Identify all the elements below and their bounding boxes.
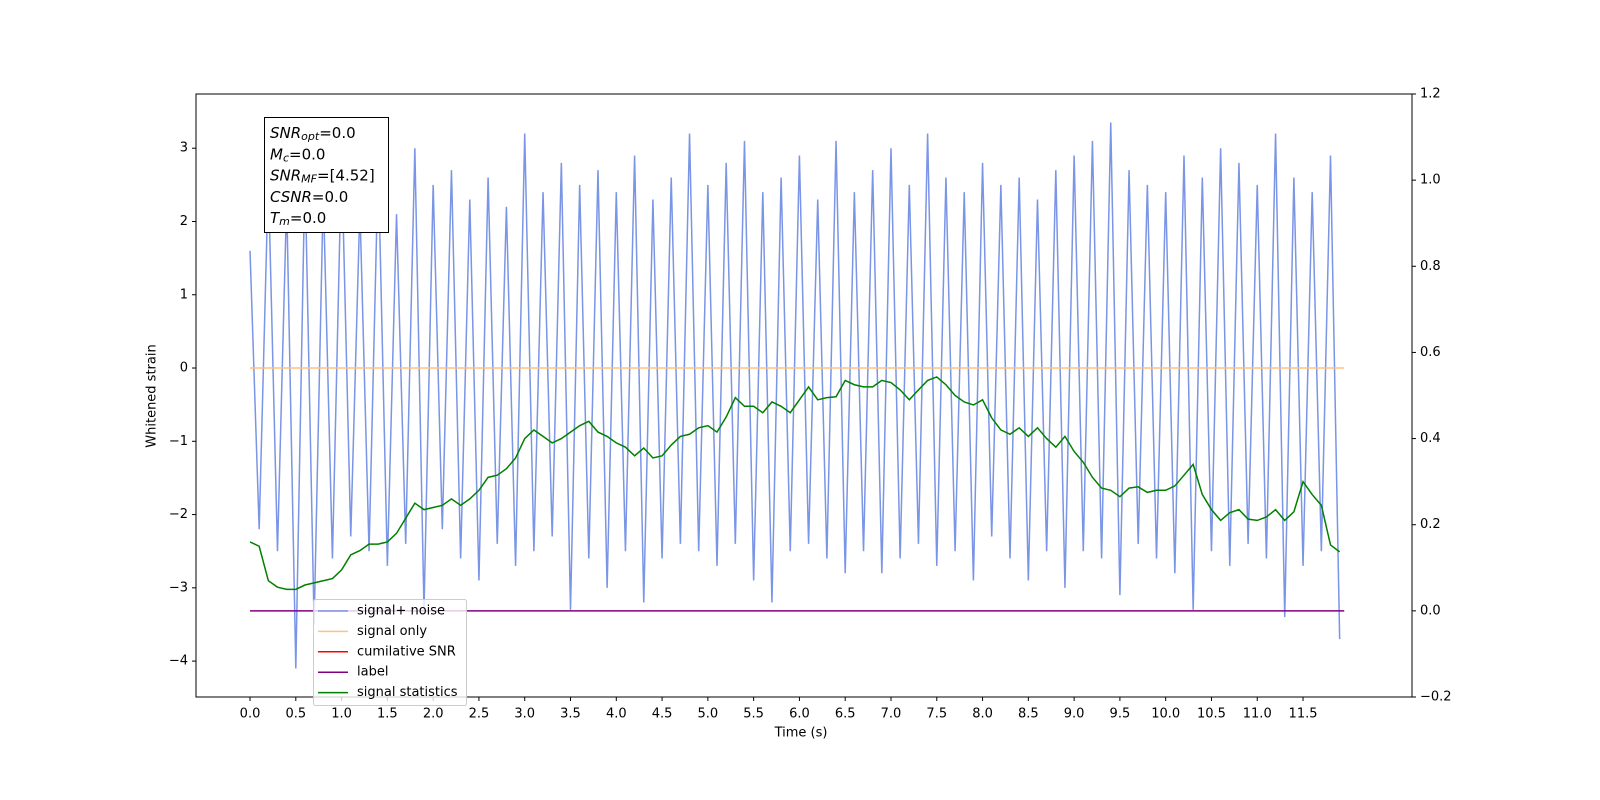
- x-tick-label: 10.5: [1197, 707, 1226, 722]
- x-tick-label: 11.0: [1243, 707, 1272, 722]
- annotation-line: SNRopt=0.0: [270, 124, 356, 144]
- legend-label: signal only: [357, 624, 427, 639]
- annotation-symbol: T: [270, 209, 281, 227]
- x-tick-label: 6.0: [789, 707, 810, 722]
- annotation-line: CSNR=0.0: [270, 187, 348, 205]
- y-tick-label: 1: [180, 287, 188, 302]
- y-tick-label: −1: [169, 434, 188, 449]
- x-tick-label: 11.5: [1289, 707, 1318, 722]
- x-tick-label: 8.0: [972, 707, 993, 722]
- annotation-subscript: m: [279, 215, 290, 228]
- x-tick-label: 10.0: [1151, 707, 1180, 722]
- x-tick-label: 2.5: [469, 707, 490, 722]
- annotation-subscript: opt: [301, 130, 320, 143]
- annotation-symbol: SNR: [270, 166, 301, 184]
- x-axis-label: Time (s): [774, 726, 828, 741]
- y-tick-label: −3: [169, 580, 188, 595]
- annotation-line: Mc=0.0: [270, 145, 325, 165]
- legend-label: signal+ noise: [357, 604, 445, 619]
- y2-tick-label: 1.0: [1420, 173, 1441, 188]
- y-axis-label: Whitened strain: [145, 344, 160, 447]
- annotation-line: SNRMF=[4.52]: [270, 166, 375, 186]
- annotation-subscript: c: [283, 151, 289, 164]
- x-tick-label: 9.0: [1064, 707, 1085, 722]
- x-tick-label: 3.0: [514, 707, 535, 722]
- x-tick-label: 2.0: [423, 707, 444, 722]
- x-tick-label: 0.5: [285, 707, 306, 722]
- x-tick-label: 1.5: [377, 707, 398, 722]
- x-tick-label: 9.5: [1110, 707, 1131, 722]
- annotation-box: [264, 117, 389, 233]
- x-tick-label: 8.5: [1018, 707, 1039, 722]
- y2-tick-label: 1.2: [1420, 87, 1441, 102]
- y2-tick-label: −0.2: [1420, 690, 1452, 705]
- annotation-line: Tm=0.0: [270, 209, 326, 229]
- annotation-value: =0.0: [312, 187, 348, 205]
- series-line: [249, 376, 1341, 591]
- y2-tick-label: 0.6: [1420, 345, 1441, 360]
- x-tick-label: 7.0: [881, 707, 902, 722]
- x-tick-label: 5.0: [698, 707, 719, 722]
- legend-label: label: [357, 665, 388, 680]
- x-tick-label: 0.0: [240, 707, 261, 722]
- y-tick-label: 2: [180, 214, 188, 229]
- annotation-value: =0.0: [290, 209, 326, 227]
- annotation-value: =[4.52]: [317, 166, 375, 184]
- x-tick-label: 1.0: [331, 707, 352, 722]
- legend-label: cumilative SNR: [357, 644, 456, 659]
- y-tick-label: −2: [169, 507, 188, 522]
- y-tick-label: 3: [180, 141, 188, 156]
- axes-frame: [195, 93, 1413, 698]
- x-tick-label: 3.5: [560, 707, 581, 722]
- annotation-symbol: M: [270, 145, 283, 163]
- y2-tick-label: 0.0: [1420, 603, 1441, 618]
- annotation-value: =0.0: [319, 124, 355, 142]
- x-tick-label: 4.5: [652, 707, 673, 722]
- x-tick-label: 7.5: [926, 707, 947, 722]
- annotation-symbol: SNR: [270, 124, 301, 142]
- annotation-symbol: CSNR: [270, 187, 312, 205]
- x-tick-label: 6.5: [835, 707, 856, 722]
- y-tick-label: 0: [180, 361, 188, 376]
- annotation-value: =0.0: [289, 145, 325, 163]
- y2-tick-label: 0.8: [1420, 259, 1441, 274]
- legend-label: signal statistics: [357, 685, 458, 700]
- y2-tick-label: 0.2: [1420, 517, 1441, 532]
- legend-box: [313, 599, 467, 706]
- annotation-subscript: MF: [301, 173, 317, 186]
- y-tick-label: −4: [169, 654, 188, 669]
- x-tick-label: 4.0: [606, 707, 627, 722]
- y2-tick-label: 0.4: [1420, 431, 1441, 446]
- series-line: [249, 122, 1341, 669]
- x-tick-label: 5.5: [743, 707, 764, 722]
